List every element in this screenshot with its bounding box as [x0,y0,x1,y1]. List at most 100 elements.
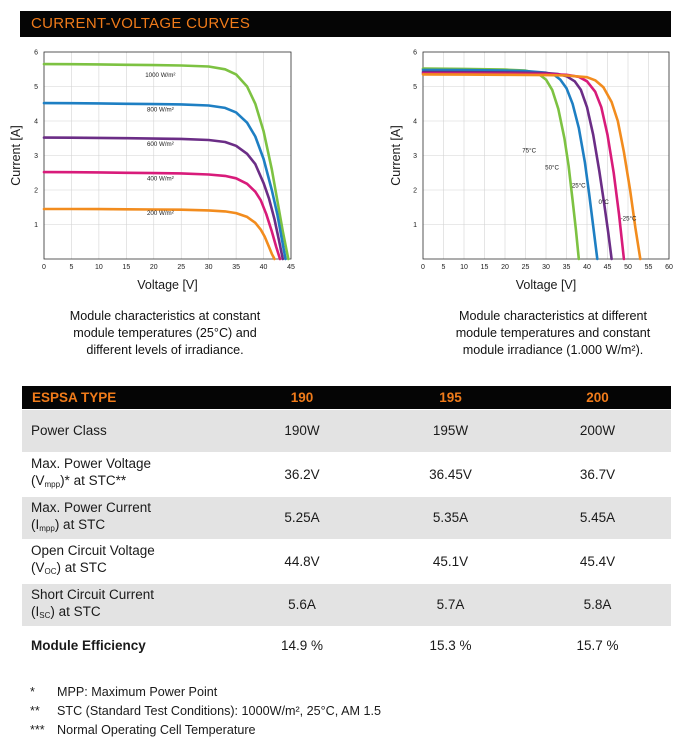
x-axis-label: Voltage [V] [137,278,197,292]
row-label: Power Class [22,408,227,453]
caption-line: different levels of irradiance. [86,343,244,357]
row-label-subscript: SC [39,610,51,620]
x-tick-label: 45 [604,264,612,271]
table-row: Power Class 190W 195W 200W [22,408,671,453]
x-tick-label: 10 [95,264,103,271]
y-tick-label: 6 [413,50,417,57]
series-label: 800 W/m² [147,107,174,114]
series-label: 0°C [598,199,609,206]
table-cell: 5.35A [377,495,524,540]
row-label-text: Module Efficiency [31,638,146,654]
series-line [42,62,290,261]
y-tick-label: 4 [413,119,417,126]
row-label-subscript: mpp [44,480,61,490]
row-label-text: Max. Power Current [31,499,152,515]
x-tick-label: 40 [583,264,591,271]
row-label-text: (V [31,560,45,576]
x-tick-label: 35 [563,264,571,271]
column-header: ESPSA TYPE [22,386,227,409]
footnote-symbol: *** [30,723,45,737]
table-cell: 195W [377,408,524,453]
table-cell: 44.8V [227,539,377,583]
x-tick-label: 30 [542,264,550,271]
table-cell: 5.45A [524,495,671,540]
row-label-subscript: mpp [39,523,55,533]
y-tick-label: 3 [34,153,38,160]
footnote-text: Normal Operating Cell Temperature [57,723,256,737]
table-cell: 5.6A [227,582,377,627]
series-label: -25°C [621,215,637,222]
x-tick-label: 0 [421,264,425,271]
row-label-text: Open Circuit Voltage [31,543,155,559]
table-cell: 15.7 % [524,626,671,665]
table-cell: 14.9 % [227,626,377,665]
x-tick-label: 5 [69,264,73,271]
row-label: Short Circuit Current (ISC) at STC [22,582,227,627]
row-label-text: )* at STC** [60,473,127,489]
caption-line: module irradiance (1.000 W/m²). [462,343,644,357]
row-label: Open Circuit Voltage (VOC) at STC [22,539,227,583]
specification-table: ESPSA TYPE 190 195 200 Power Class 190W … [22,386,671,665]
table-cell: 36.7V [524,452,671,496]
x-tick-label: 30 [205,264,213,271]
series-line [42,207,276,261]
series-label: 75°C [522,148,536,155]
row-label-text: ) at STC [56,560,107,576]
row-label-text: Power Class [31,423,107,439]
x-tick-label: 5 [442,264,446,271]
table-row: Max. Power Current (Impp) at STC 5.25A 5.… [22,495,671,540]
series-line [421,70,613,261]
row-label-text: (I [31,516,40,532]
y-tick-label: 2 [413,188,417,195]
table-cell: 36.2V [227,452,377,496]
table-header-row: ESPSA TYPE 190 195 200 [22,386,671,409]
y-tick-label: 3 [413,153,417,160]
table-cell: 5.8A [524,582,671,627]
x-tick-label: 25 [177,264,185,271]
x-tick-label: 15 [481,264,489,271]
table-cell: 15.3 % [377,626,524,665]
x-tick-label: 55 [645,264,653,271]
caption-right: Module characteristics at different modu… [418,308,688,359]
series-line [42,136,285,261]
table-cell: 45.1V [377,539,524,583]
x-tick-label: 15 [122,264,130,271]
y-tick-label: 4 [34,119,38,126]
column-header: 200 [524,386,671,409]
series-line [421,73,642,261]
series-line [42,101,287,261]
row-label: Max. Power Current (Impp) at STC [22,495,227,540]
caption-line: module temperatures (25°C) and [73,326,257,340]
x-tick-label: 25 [522,264,530,271]
row-label-text: Short Circuit Current [31,586,155,602]
footnote-symbol: * [30,685,35,699]
plot-frame [43,51,292,260]
series-label: 25°C [572,183,586,190]
footnote-text: STC (Standard Test Conditions): 1000W/m²… [57,704,381,718]
row-label-text: (V [31,473,45,489]
row-label: Max. Power Voltage (Vmpp)* at STC** [22,452,227,496]
x-tick-label: 35 [232,264,240,271]
x-tick-label: 60 [665,264,673,271]
table-cell: 45.4V [524,539,671,583]
y-axis-label: Current [A] [9,125,23,185]
table-cell: 5.25A [227,495,377,540]
section-banner: CURRENT-VOLTAGE CURVES [20,11,671,37]
series-label: 50°C [545,164,559,171]
x-tick-label: 40 [260,264,268,271]
table-cell: 200W [524,408,671,453]
x-tick-label: 45 [287,264,295,271]
y-tick-label: 1 [413,222,417,229]
y-tick-label: 6 [34,50,38,57]
y-tick-label: 1 [34,222,38,229]
caption-left: Module characteristics at constant modul… [30,308,300,359]
x-tick-label: 50 [624,264,632,271]
row-label: Module Efficiency [22,626,227,665]
footnotes: * MPP: Maximum Power Point ** STC (Stand… [30,683,381,740]
table-row: Max. Power Voltage (Vmpp)* at STC** 36.2V… [22,452,671,496]
y-tick-label: 5 [34,84,38,91]
row-label-text: Max. Power Voltage [31,456,152,472]
plot-frame [422,51,670,260]
